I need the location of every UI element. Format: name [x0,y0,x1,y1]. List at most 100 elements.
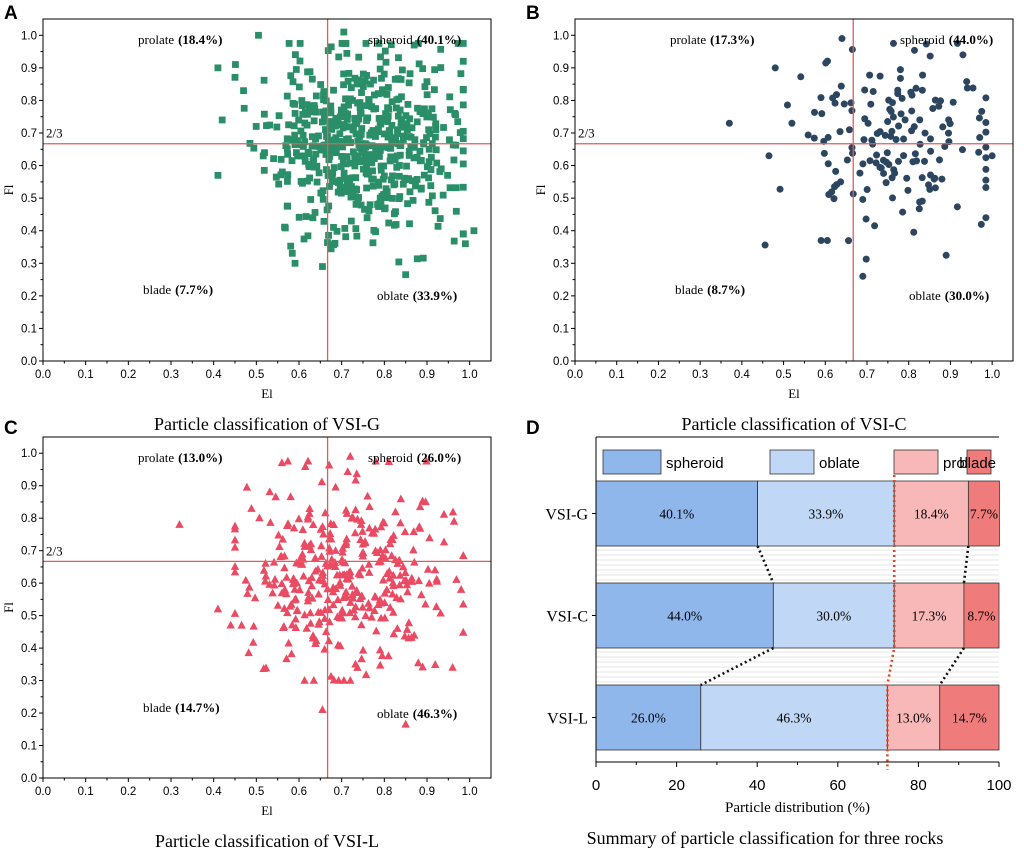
y-tick-label: 0.9 [21,481,37,493]
data-point [882,179,890,187]
data-point [462,240,469,248]
data-point [351,659,360,668]
y-axis-label: Fl [533,184,548,195]
data-point [261,149,268,157]
data-point [386,127,394,134]
data-point [295,213,303,221]
x-tick-label: 0.7 [334,786,350,798]
data-point [856,169,864,177]
data-point [776,185,784,193]
data-point [431,86,438,94]
data-point [287,649,296,658]
data-point [291,259,299,267]
data-point [459,127,467,135]
data-point [351,114,359,122]
data-point [415,502,425,511]
y-tick-label: 0.6 [21,161,37,173]
data-point [384,651,393,660]
data-point [425,145,433,153]
data-point [357,156,365,164]
data-point [388,98,396,106]
data-point [402,625,412,633]
data-point [828,188,836,196]
quadrant-name: spheroid [900,32,945,47]
data-point [908,127,916,135]
data-point [232,61,239,68]
data-point [393,163,401,171]
data-point [317,552,326,560]
data-point [283,608,292,617]
data-point [411,136,419,144]
data-point [275,112,283,120]
data-point [931,184,939,192]
data-point [306,102,313,110]
data-point [317,541,326,550]
data-point [428,105,436,113]
data-point [357,620,366,629]
data-point [392,221,400,228]
data-point [218,116,226,124]
data-point [226,620,235,629]
data-point [286,492,295,501]
data-point [403,120,411,128]
y-tick-label: 0.2 [21,708,37,720]
data-point [419,65,427,73]
data-point [982,165,990,173]
data-point [459,160,467,168]
quadrant-label-oblate: oblate (46.3%) [377,706,457,721]
data-point [291,51,299,59]
data-point [328,125,336,133]
x-tick-label: 0 [592,777,600,794]
data-point [364,114,372,122]
data-point [295,83,303,91]
data-point [451,110,459,117]
data-point [281,224,289,232]
x-tick-label: 0.6 [817,369,833,381]
data-point [255,513,264,522]
data-point [898,94,906,102]
quadrant-label-prolate: prolate (17.3%) [670,32,755,47]
data-point [889,113,897,121]
data-point [368,159,376,167]
data-point [407,633,416,641]
data-point [344,574,353,583]
bar-segment-spheroid [595,480,759,547]
data-point [339,110,347,118]
data-point [896,74,904,82]
data-point [325,156,333,164]
data-point [452,184,460,192]
data-point [407,143,415,151]
data-point [313,162,321,170]
data-point [892,136,900,143]
data-point [408,177,416,185]
data-point [361,205,368,213]
data-point [312,150,320,158]
data-point [391,75,399,83]
x-tick-label: 0.1 [78,369,94,381]
data-point [368,103,376,110]
data-point [450,237,458,245]
data-point [942,251,950,259]
data-point [385,566,394,575]
data-point [427,154,435,161]
data-point [357,108,364,116]
data-point [309,520,318,529]
y-tick-label: 0.4 [21,643,38,655]
data-point [324,460,334,469]
data-point [883,149,891,157]
data-point [429,113,437,121]
data-point [927,147,935,155]
data-point [363,184,370,192]
data-point [326,119,334,127]
data-point [351,162,359,170]
data-point [867,100,875,108]
data-point [919,71,927,79]
data-point [459,147,467,155]
data-point [327,43,335,51]
data-point [394,126,401,134]
data-point [384,84,392,91]
data-point [434,222,442,230]
data-point [341,225,349,232]
data-point [320,614,329,622]
data-point [291,100,299,108]
